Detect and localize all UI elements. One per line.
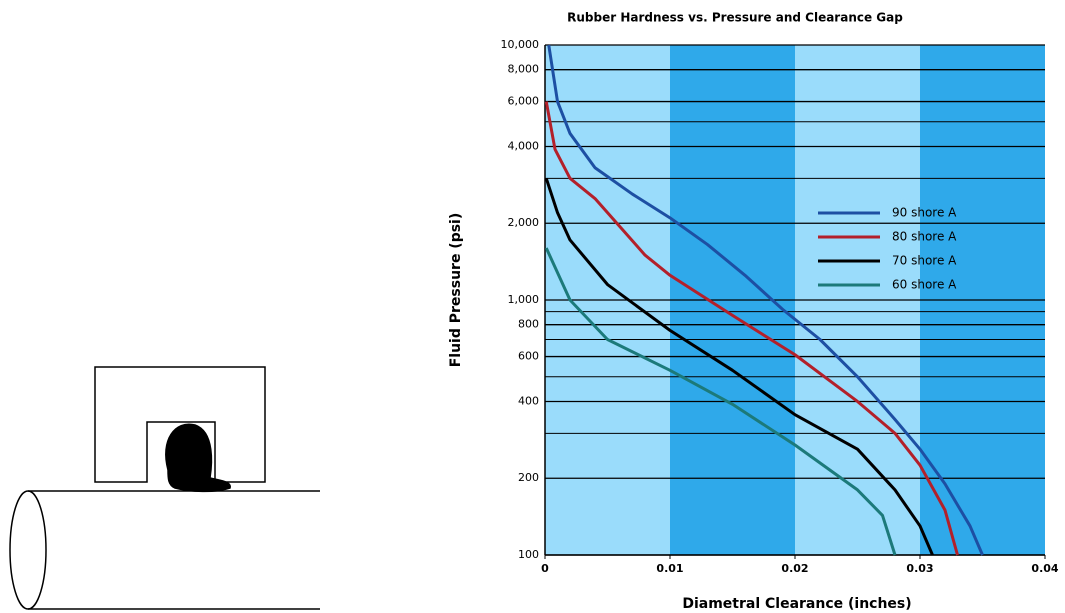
pipe-end: [9, 490, 47, 610]
series-line: [547, 44, 984, 556]
y-tick-label: 2,000: [508, 216, 540, 229]
x-tick-label: 0.02: [781, 562, 808, 575]
y-tick-label: 800: [518, 318, 539, 331]
x-tick-label: 0.01: [656, 562, 683, 575]
legend-label: 60 shore A: [892, 278, 957, 292]
x-axis-label: Diametral Clearance (inches): [682, 596, 911, 612]
legend-label: 70 shore A: [892, 254, 957, 268]
y-tick-label: 600: [518, 350, 539, 363]
o-ring: [165, 423, 231, 493]
y-tick-label: 100: [518, 548, 539, 561]
legend-label: 80 shore A: [892, 230, 957, 244]
y-tick-label: 400: [518, 394, 539, 407]
legend-label: 90 shore A: [892, 206, 957, 220]
series-line: [544, 177, 934, 556]
y-tick-label: 200: [518, 471, 539, 484]
x-tick-label: 0: [541, 562, 549, 575]
x-tick-label: 0.04: [1031, 562, 1058, 575]
y-tick-label: 1,000: [508, 293, 540, 306]
seal-diagram: [9, 366, 320, 610]
y-tick-label: 4,000: [508, 139, 540, 152]
x-tick-label: 0.03: [906, 562, 933, 575]
chart-title: Rubber Hardness vs. Pressure and Clearan…: [567, 11, 903, 25]
series-line: [544, 101, 959, 556]
series-line: [544, 247, 897, 556]
y-tick-label: 6,000: [508, 95, 540, 108]
y-tick-label: 8,000: [508, 63, 540, 76]
y-axis-label: Fluid Pressure (psi): [448, 213, 464, 368]
y-tick-label: 10,000: [501, 38, 540, 51]
